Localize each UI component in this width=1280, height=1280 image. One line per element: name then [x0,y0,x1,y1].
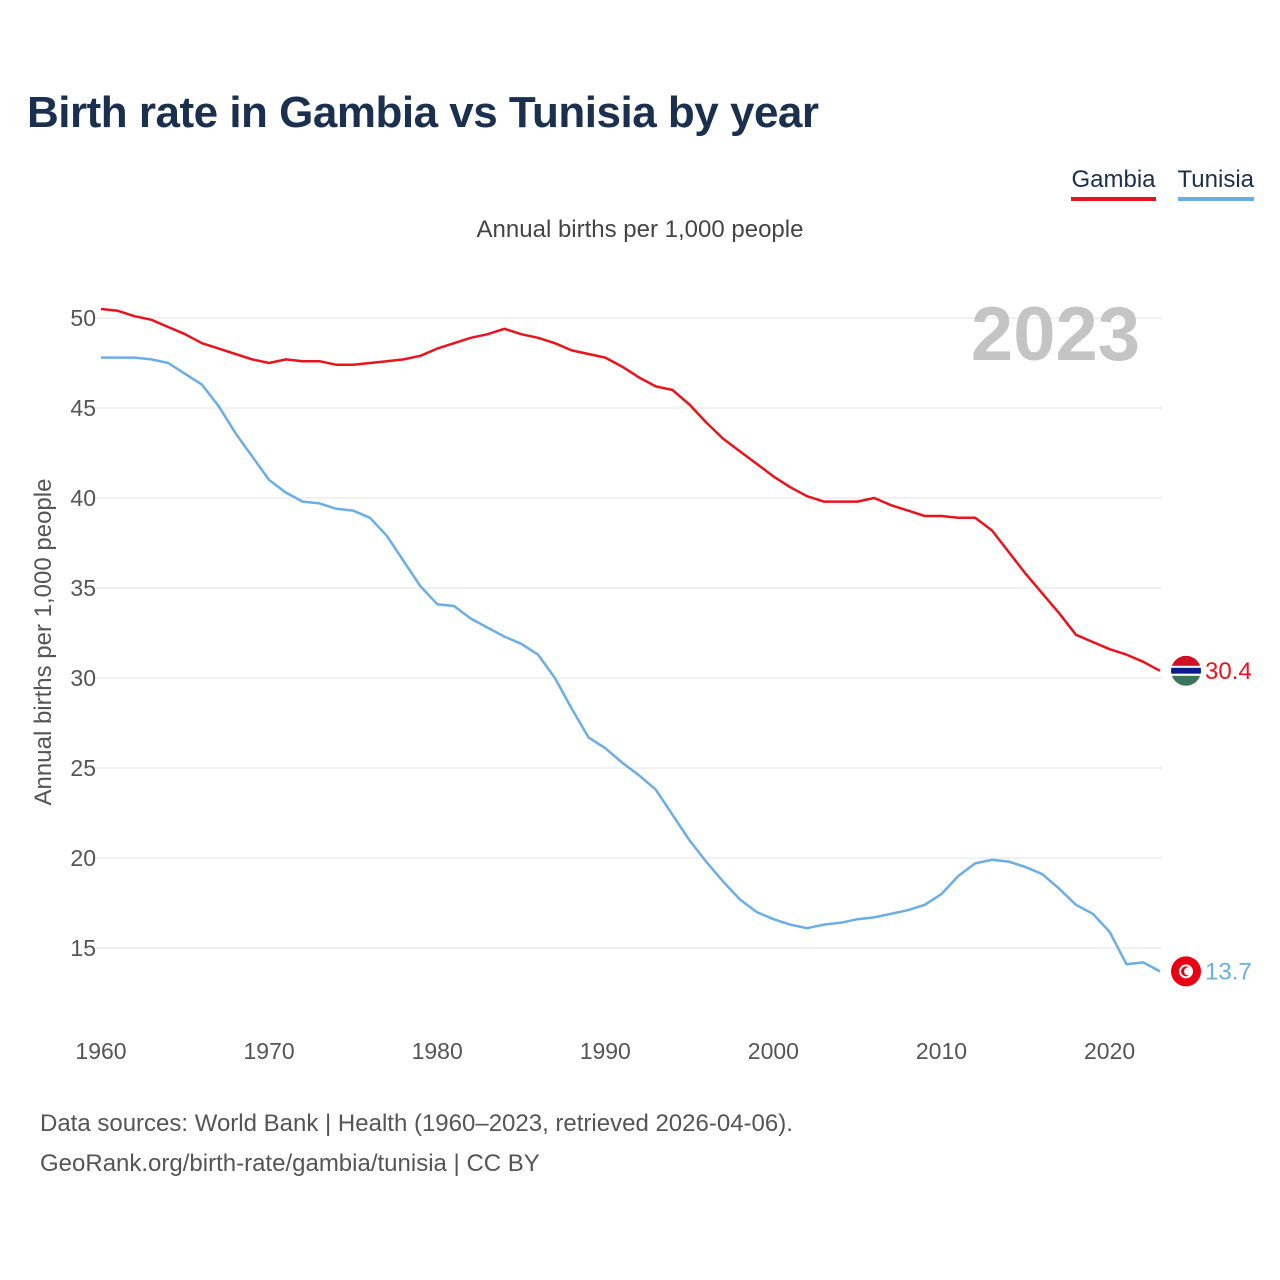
series-lines [100,307,1161,973]
y-tick-label: 45 [70,395,96,421]
gambia-flag-icon [1171,655,1201,686]
y-tick-label: 25 [70,755,96,781]
x-tick-label: 2000 [748,1038,799,1064]
y-tick-label: 50 [70,305,96,331]
gridlines [95,317,1162,949]
y-tick-label: 40 [70,485,96,511]
x-tick-label: 1970 [244,1038,295,1064]
x-tick-label: 2010 [916,1038,967,1064]
source-note: Data sources: World Bank | Health (1960–… [40,1104,793,1184]
y-tick-label: 30 [70,665,96,691]
chart-subtitle: Annual births per 1,000 people [476,216,804,243]
y-tick-label: 20 [70,845,96,871]
tunisia-end-label: 13.7 [1205,958,1252,985]
tunisia-flag-icon [1171,956,1201,987]
legend: Gambia Tunisia [1071,166,1254,201]
legend-item-tunisia[interactable]: Tunisia [1177,166,1254,201]
y-tick-label: 35 [70,575,96,601]
end-markers [1171,655,1201,987]
chart-title: Birth rate in Gambia vs Tunisia by year [27,88,819,137]
x-tick-label: 1990 [580,1038,631,1064]
series-line-tunisia [101,356,1161,973]
year-watermark: 2023 [971,292,1140,377]
legend-item-gambia[interactable]: Gambia [1071,166,1156,201]
gambia-end-label: 30.4 [1205,658,1252,685]
x-tick-label: 2020 [1084,1038,1135,1064]
source-line-2: GeoRank.org/birth-rate/gambia/tunisia | … [40,1150,540,1177]
x-axis-ticks: 1960 1970 1980 1990 2000 2010 2020 [75,1038,1135,1064]
y-axis-ticks: 15 20 25 30 35 40 45 50 [70,305,96,961]
y-tick-label: 15 [70,935,96,961]
x-tick-label: 1960 [75,1038,126,1064]
x-tick-label: 1980 [412,1038,463,1064]
y-axis-label: Annual births per 1,000 people [30,479,57,806]
source-line-1: Data sources: World Bank | Health (1960–… [40,1110,793,1137]
series-line-gambia [100,307,1161,672]
